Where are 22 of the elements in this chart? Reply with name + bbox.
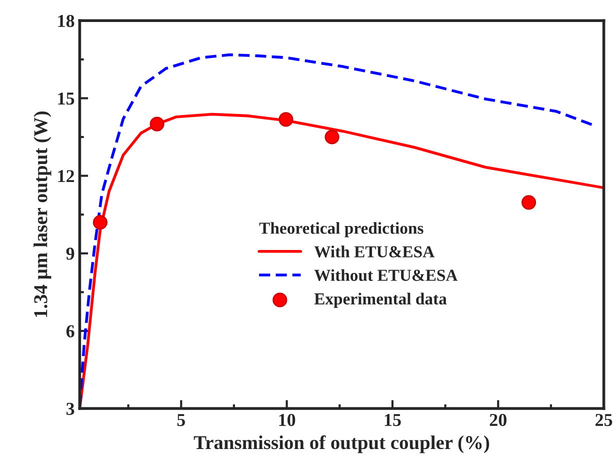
x-axis-title: Transmission of output coupler (%) [194, 435, 490, 454]
legend-label: Without ETU&ESA [314, 269, 458, 282]
point [92, 215, 108, 230]
x-tick-label: 20 [490, 414, 506, 426]
point [150, 116, 164, 132]
x-tick-label: 25 [596, 414, 612, 426]
y-tick-label: 18 [58, 14, 74, 28]
x-tick-label: 10 [279, 414, 296, 426]
y-tick-label: 12 [58, 170, 74, 182]
point [278, 112, 294, 127]
x-tick-label: 5 [177, 414, 185, 426]
y-tick-label: 6 [66, 325, 74, 338]
y-tick-label: 9 [66, 248, 74, 260]
legend-label: With ETU&ESA [314, 246, 435, 258]
legend-label: Experimental data [314, 292, 447, 308]
y-tick-label: 15 [58, 92, 74, 105]
y-tick-label: 3 [66, 402, 74, 415]
x-tick-label: 15 [384, 414, 401, 426]
point [521, 195, 536, 210]
y-axis-title: 1.34 μm laser output (W) [34, 112, 52, 317]
point [324, 130, 340, 144]
legend-title: Theoretical predictions [259, 222, 424, 238]
